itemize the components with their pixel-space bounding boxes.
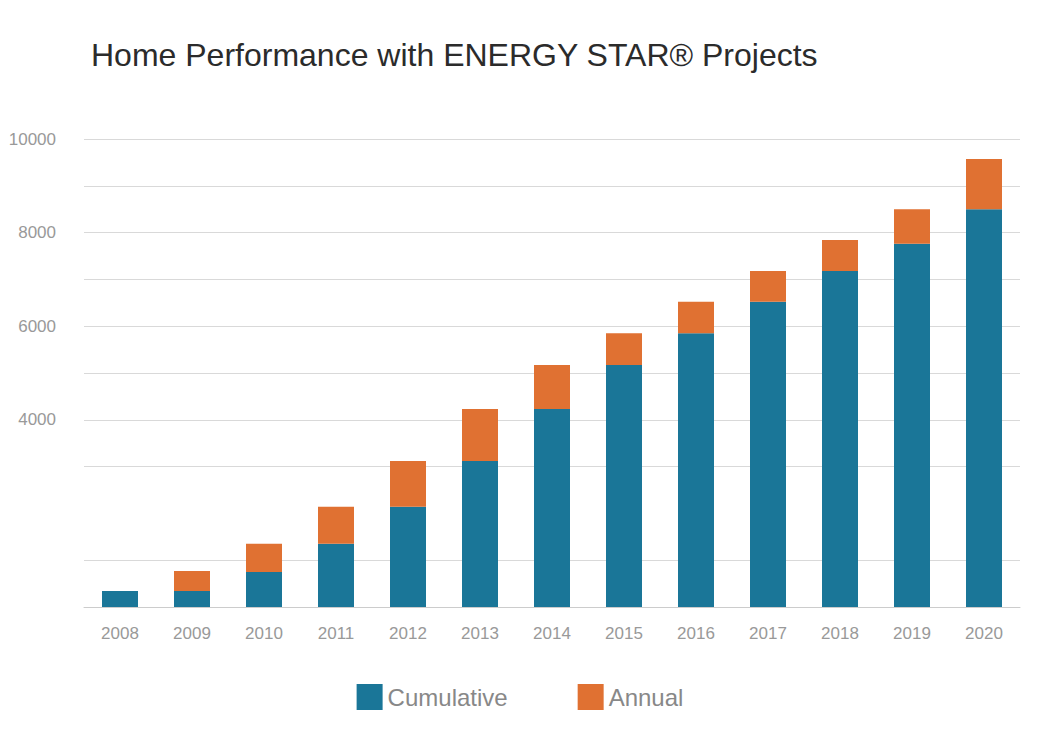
- svg-text:10000: 10000: [9, 130, 56, 149]
- svg-text:2016: 2016: [677, 624, 715, 643]
- svg-text:2019: 2019: [893, 624, 931, 643]
- svg-text:2018: 2018: [821, 624, 859, 643]
- svg-text:2017: 2017: [749, 624, 787, 643]
- svg-text:2013: 2013: [461, 624, 499, 643]
- svg-text:2009: 2009: [173, 624, 211, 643]
- svg-text:2020: 2020: [965, 624, 1003, 643]
- svg-text:2008: 2008: [101, 624, 139, 643]
- svg-text:Annual: Annual: [609, 684, 684, 711]
- svg-text:Cumulative: Cumulative: [388, 684, 508, 711]
- svg-text:2015: 2015: [605, 624, 643, 643]
- svg-text:2010: 2010: [245, 624, 283, 643]
- svg-text:2012: 2012: [389, 624, 427, 643]
- svg-text:2011: 2011: [318, 624, 355, 643]
- svg-text:2014: 2014: [533, 624, 571, 643]
- svg-text:8000: 8000: [18, 223, 56, 242]
- svg-text:6000: 6000: [18, 317, 56, 336]
- svg-text:Home Performance with ENERGY S: Home Performance with ENERGY STAR® Proje…: [91, 37, 818, 73]
- svg-text:4000: 4000: [18, 410, 56, 429]
